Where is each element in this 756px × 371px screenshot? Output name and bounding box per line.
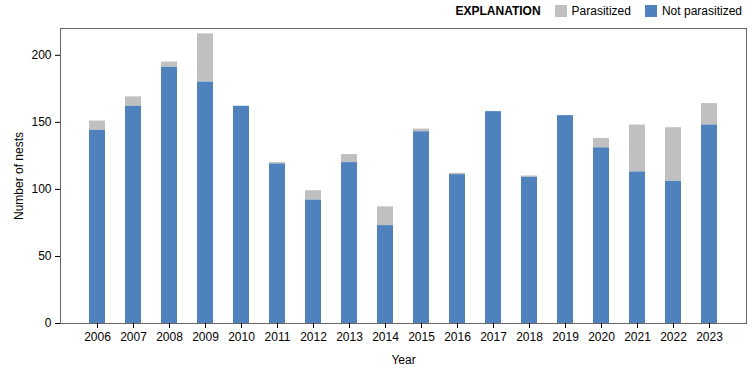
svg-text:2008: 2008 <box>156 330 183 344</box>
svg-text:Number of nests: Number of nests <box>12 132 26 220</box>
html-text:Parasitized: Parasitized <box>571 4 631 18</box>
svg-text:2016: 2016 <box>444 330 471 344</box>
svg-text:2014: 2014 <box>372 330 399 344</box>
svg-text:2013: 2013 <box>336 330 363 344</box>
html-text:Not parasitized: Not parasitized <box>662 4 742 18</box>
svg-text:2007: 2007 <box>120 330 147 344</box>
svg-text:2021: 2021 <box>624 330 651 344</box>
svg-text:Year: Year <box>391 353 415 367</box>
svg-text:0: 0 <box>45 316 52 330</box>
svg-text:50: 50 <box>38 249 52 263</box>
svg-text:2020: 2020 <box>588 330 615 344</box>
svg-text:150: 150 <box>31 115 51 129</box>
svg-text:2019: 2019 <box>552 330 579 344</box>
svg-text:2017: 2017 <box>480 330 507 344</box>
svg-text:2018: 2018 <box>516 330 543 344</box>
svg-text:2022: 2022 <box>660 330 687 344</box>
svg-text:100: 100 <box>31 182 51 196</box>
svg-text:2011: 2011 <box>265 330 291 344</box>
svg-text:2006: 2006 <box>84 330 111 344</box>
svg-text:200: 200 <box>31 48 51 62</box>
svg-text:2015: 2015 <box>408 330 435 344</box>
svg-text:2023: 2023 <box>696 330 723 344</box>
svg-text:2009: 2009 <box>192 330 219 344</box>
svg-text:2010: 2010 <box>228 330 255 344</box>
svg-text:2012: 2012 <box>300 330 327 344</box>
html-text:EXPLANATION: EXPLANATION <box>455 4 541 18</box>
